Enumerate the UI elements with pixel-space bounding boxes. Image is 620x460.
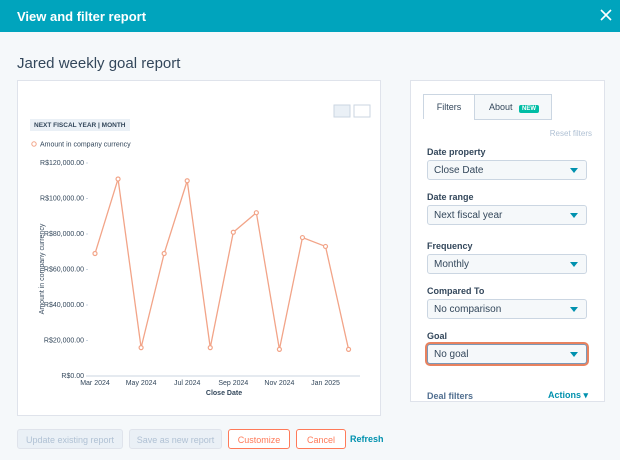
report-title: Jared weekly goal report: [17, 55, 181, 72]
x-tick-label: May 2024: [126, 380, 157, 387]
new-badge: NEW: [519, 105, 540, 113]
line: [94, 178, 350, 350]
dropdown[interactable]: No comparison: [427, 299, 587, 319]
dropdown-caret: [570, 307, 578, 312]
point: [299, 234, 306, 241]
header: View and filter report: [0, 0, 620, 32]
chart-badge: NEXT FISCAL YEAR | MONTH: [34, 122, 126, 129]
dropdown-value: Close Date: [434, 165, 484, 176]
y-axis-label: Amount in company currency: [39, 223, 46, 314]
y-tick-label: R$120,000.00: [40, 160, 84, 167]
button[interactable]: Refresh: [350, 434, 384, 444]
button[interactable]: Cancel: [296, 429, 346, 449]
dropdown[interactable]: Next fiscal year: [427, 205, 587, 225]
x-tick-label: Mar 2024: [80, 380, 110, 387]
button[interactable]: Customize: [228, 429, 290, 449]
dropdown-value: No goal: [434, 349, 469, 360]
button[interactable]: Save as new report: [129, 429, 222, 449]
tab[interactable]: About NEW: [474, 94, 552, 120]
close-icon[interactable]: [600, 9, 612, 21]
button[interactable]: Update existing report: [17, 429, 123, 449]
legend-label: Amount in company currency: [40, 141, 131, 148]
x-tick-label: Nov 2024: [264, 380, 294, 387]
table-toggle[interactable]: [353, 104, 371, 118]
actions-link[interactable]: Actions ▾: [547, 390, 588, 400]
dropdown-value: Monthly: [434, 259, 470, 270]
x-axis-label: Close Date: [206, 390, 242, 397]
point: [276, 346, 283, 352]
field-label: Frequency: [427, 241, 473, 251]
tab-label: About: [489, 102, 513, 112]
dropdown[interactable]: Monthly: [427, 254, 587, 274]
point: [138, 345, 144, 351]
reset-filters[interactable]: Reset filters: [549, 129, 592, 138]
dropdown[interactable]: Close Date: [427, 160, 587, 180]
field-label: Goal: [427, 331, 448, 341]
deal-filters: Deal filters: [427, 391, 474, 401]
point: [322, 243, 329, 250]
field-label: Date range: [427, 192, 474, 202]
point: [184, 178, 190, 184]
x-tick-label: Sep 2024: [218, 380, 248, 387]
bar-toggle[interactable]: [333, 104, 351, 118]
x-tick-label: Jan 2025: [311, 380, 340, 387]
field-label: Date property: [427, 147, 486, 157]
y-tick-label: R$100,000.00: [40, 195, 84, 202]
dropdown-caret: [570, 213, 578, 218]
actions-label: Actions: [547, 390, 581, 400]
x-tick-label: Jul 2024: [174, 380, 201, 387]
chart-card: NEXT FISCAL YEAR | MONTH Amount in compa…: [17, 80, 381, 416]
point: [92, 250, 98, 257]
dropdown-value: Next fiscal year: [434, 210, 503, 221]
legend-marker: [31, 141, 37, 147]
point: [253, 210, 259, 216]
chart: NEXT FISCAL YEAR | MONTH Amount in compa…: [30, 104, 371, 397]
point: [115, 176, 121, 182]
point: [161, 250, 167, 257]
y-tick-label: R$20,000.00: [44, 337, 84, 344]
dropdown[interactable]: No goal: [427, 344, 587, 364]
field-label: Compared To: [427, 286, 485, 296]
dropdown-value: No comparison: [434, 304, 502, 315]
y-tick-label: R$40,000.00: [44, 302, 84, 309]
dropdown-caret: [570, 168, 578, 173]
tab[interactable]: Filters: [423, 94, 475, 119]
y-tick-label: R$60,000.00: [44, 266, 84, 273]
point: [230, 229, 236, 235]
dropdown-caret: [570, 352, 578, 357]
dropdown-caret: [570, 262, 578, 267]
header-title: View and filter report: [17, 9, 147, 24]
badge-bg: [30, 119, 130, 131]
point: [207, 345, 213, 351]
point: [345, 346, 352, 352]
y-tick-label: R$0.00: [61, 373, 84, 380]
filter-panel: Filters About NEW Reset filters Date pro…: [410, 80, 605, 402]
y-tick-label: R$80,000.00: [44, 231, 84, 238]
